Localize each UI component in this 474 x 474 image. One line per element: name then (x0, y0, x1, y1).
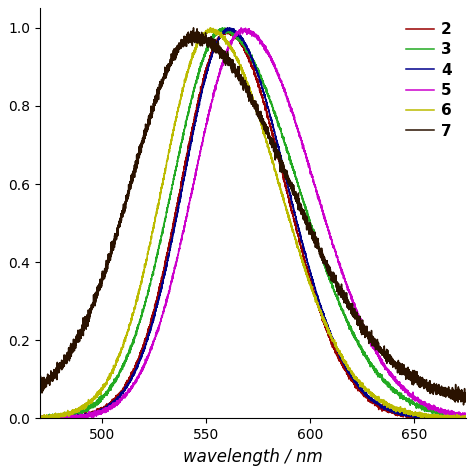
5 (219, 61, 225, 66)
3 (203, 49, 209, 55)
Line: 4: 4 (40, 28, 465, 419)
2 (83, 413, 89, 419)
6 (203, 30, 209, 36)
4 (83, 412, 89, 418)
7 (461, 402, 466, 408)
6 (38, 416, 44, 421)
2 (37, 416, 43, 421)
2 (37, 413, 43, 419)
5 (37, 416, 43, 421)
2 (421, 414, 427, 420)
Line: 2: 2 (40, 28, 465, 419)
3 (219, 29, 225, 35)
7 (37, 382, 43, 388)
4 (365, 392, 371, 398)
4 (225, 25, 230, 31)
5 (203, 126, 209, 131)
4 (37, 415, 43, 421)
3 (83, 406, 89, 411)
7 (203, 30, 209, 36)
3 (421, 406, 427, 411)
3 (37, 416, 43, 421)
4 (463, 416, 468, 421)
2 (311, 290, 317, 295)
4 (37, 416, 43, 421)
6 (219, 33, 225, 38)
7 (191, 25, 196, 31)
Legend: 2, 3, 4, 5, 6, 7: 2, 3, 4, 5, 6, 7 (400, 16, 458, 145)
3 (365, 356, 371, 361)
4 (311, 282, 317, 287)
7 (83, 321, 89, 327)
2 (225, 25, 230, 31)
5 (37, 414, 43, 419)
4 (421, 413, 427, 419)
7 (311, 234, 317, 240)
2 (365, 395, 371, 401)
4 (203, 73, 209, 79)
6 (208, 25, 213, 31)
X-axis label: wavelength / nm: wavelength / nm (183, 447, 323, 465)
4 (219, 31, 225, 36)
7 (421, 381, 427, 387)
Line: 5: 5 (40, 28, 465, 419)
2 (203, 68, 209, 73)
Line: 3: 3 (40, 28, 465, 419)
6 (365, 389, 371, 394)
3 (219, 25, 225, 31)
6 (463, 416, 468, 421)
5 (421, 402, 427, 408)
6 (421, 411, 427, 417)
5 (365, 334, 371, 339)
2 (219, 32, 225, 38)
5 (238, 25, 244, 31)
3 (37, 415, 43, 421)
7 (219, 46, 225, 52)
6 (83, 403, 89, 409)
2 (463, 416, 468, 421)
3 (311, 233, 317, 238)
3 (463, 416, 468, 421)
5 (463, 411, 468, 417)
6 (311, 291, 317, 297)
Line: 6: 6 (40, 28, 465, 419)
7 (365, 333, 371, 338)
7 (463, 395, 468, 401)
Line: 7: 7 (40, 28, 465, 405)
5 (83, 413, 89, 419)
5 (311, 180, 317, 185)
6 (37, 415, 43, 421)
